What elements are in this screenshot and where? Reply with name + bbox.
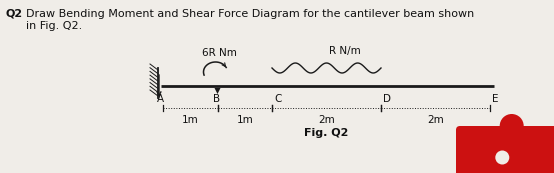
Text: 6R Nm: 6R Nm: [202, 48, 237, 58]
Text: 1m: 1m: [237, 115, 253, 125]
Text: 1m: 1m: [182, 115, 199, 125]
Text: A: A: [157, 94, 164, 104]
Text: Fig. Q2: Fig. Q2: [304, 128, 348, 138]
Text: C: C: [274, 94, 281, 104]
Polygon shape: [214, 88, 220, 94]
Text: R N/m: R N/m: [329, 46, 360, 56]
Text: 2m: 2m: [318, 115, 335, 125]
Circle shape: [495, 151, 509, 165]
Circle shape: [500, 114, 524, 138]
Text: 2m: 2m: [427, 115, 444, 125]
Text: Draw Bending Moment and Shear Force Diagram for the cantilever beam shown: Draw Bending Moment and Shear Force Diag…: [26, 9, 474, 19]
Text: E: E: [492, 94, 499, 104]
Text: B: B: [213, 94, 220, 104]
Text: Q2: Q2: [6, 9, 23, 19]
Text: D: D: [383, 94, 391, 104]
FancyBboxPatch shape: [456, 126, 554, 173]
Text: in Fig. Q2.: in Fig. Q2.: [26, 21, 82, 31]
